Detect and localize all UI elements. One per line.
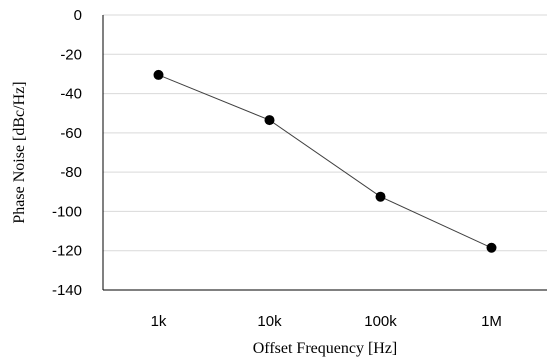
y-axis-title: Phase Noise [dBc/Hz] <box>11 81 28 223</box>
data-point <box>375 191 386 202</box>
x-tick-label: 100k <box>364 313 397 330</box>
grid-lines <box>103 14 547 252</box>
y-tick-label: -20 <box>60 46 82 63</box>
x-axis-title: Offset Frequency [Hz] <box>253 340 398 357</box>
y-tick-labels: 0 -20 -40 -60 -80 -100 -120 -140 <box>52 7 82 299</box>
y-tick-label: -100 <box>52 203 82 220</box>
axes <box>102 15 547 291</box>
x-tick-label: 10k <box>257 313 282 330</box>
y-tick-label: -120 <box>52 243 82 260</box>
x-tick-label: 1M <box>481 313 502 330</box>
series-line <box>158 74 492 249</box>
y-tick-label: -140 <box>52 282 82 299</box>
y-tick-label: -80 <box>60 164 82 181</box>
y-tick-label: 0 <box>74 7 82 24</box>
x-tick-labels: 1k 10k 100k 1M <box>151 313 502 330</box>
y-tick-label: -40 <box>60 86 82 103</box>
series <box>153 69 497 253</box>
x-tick-label: 1k <box>151 313 167 330</box>
y-tick-label: -60 <box>60 125 82 142</box>
data-point <box>264 115 275 126</box>
data-point <box>486 242 497 253</box>
data-point <box>153 69 164 80</box>
